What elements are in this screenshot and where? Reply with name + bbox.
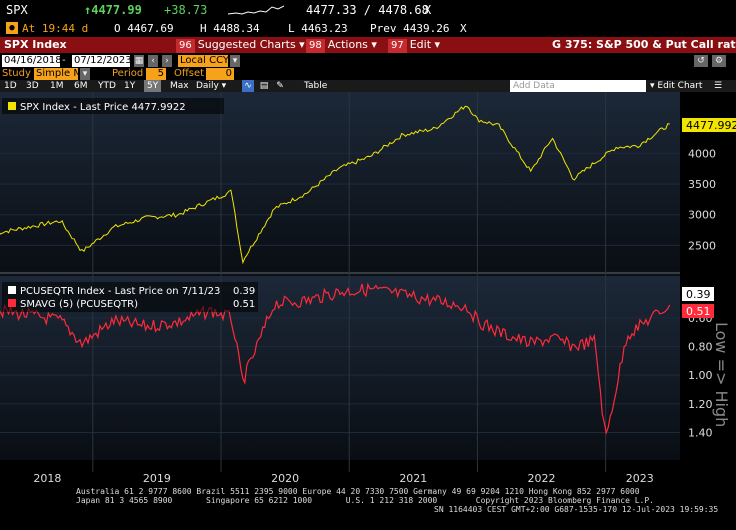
start-date-input[interactable]: 04/16/2018 [2,55,62,67]
ratio-series-line [0,282,671,436]
study-bar: Study Simple MA ▾ Period 5 Offset 0 [0,68,736,80]
legend-background-ratio [2,282,258,312]
ratio-ytick-label: 1.40 [688,427,713,440]
footer-contacts: Australia 61 2 9777 8600 Brazil 5511 239… [76,487,640,496]
upper-panel [0,92,680,270]
menu-edit[interactable]: 97 Edit ▾ [388,38,440,53]
offset-input[interactable]: 0 [206,68,234,80]
end-date-input[interactable]: 07/12/2023 [72,55,132,67]
xtick-label: 2021 [399,472,427,484]
ratio-ytick-label: 1.20 [688,398,713,411]
menu-actions[interactable]: 98 Actions ▾ [306,38,377,53]
price-change: +38.73 [164,3,208,17]
menu-bar: SPX Index 96 Suggested Charts ▾ 98 Actions… [0,37,736,53]
currency-select[interactable]: Local CCY [178,55,229,67]
ticker-symbol[interactable]: SPX [6,3,28,17]
close-detail-icon[interactable]: X [460,22,467,35]
range-ytd[interactable]: YTD [98,81,116,91]
open-label: O 4467.69 [114,22,174,35]
range-toolbar: 1D 3D 1M 6M YTD 1Y 5Y Max Daily ▾ ∿ ▤ ✎ … [0,80,736,92]
time-label: At 19:44 d [22,22,89,35]
refresh-icon[interactable]: ↺ [694,55,708,67]
table-button[interactable]: Table [304,81,328,91]
legend-pcuseqtr: PCUSEQTR Index - Last Price on 7/11/23 [20,286,220,297]
currency-dropdown-icon[interactable]: ▾ [230,55,240,67]
xtick-label: 2023 [626,472,654,484]
low-label: L 4463.23 [288,22,348,35]
frequency-select[interactable]: Daily ▾ [196,81,227,91]
smavg-last-tag [682,304,714,318]
legend-swatch-spx [8,102,16,110]
range-6m[interactable]: 6M [74,81,88,91]
pcuseqtr-last-tag-text: 0.39 [686,288,711,301]
spx-series-line [0,105,670,265]
xtick-label: 2020 [271,472,299,484]
range-1d[interactable]: 1D [4,81,17,91]
xtick-label: 2018 [33,472,61,484]
smavg-last-tag-text: 0.51 [686,305,711,318]
legend-swatch-pcuseqtr [8,286,16,294]
xtick-label: 2019 [143,472,171,484]
range-5y[interactable]: 5Y [144,80,162,92]
menu-suggested-charts[interactable]: 96 Suggested Charts ▾ [176,38,305,53]
next-range-icon[interactable]: › [162,55,172,67]
study-select[interactable]: Simple MA [34,68,89,80]
range-max[interactable]: Max [170,81,189,91]
period-input[interactable]: 5 [146,68,166,80]
range-1m[interactable]: 1M [50,81,64,91]
legend-smavg: SMAVG (5) (PCUSEQTR) [20,299,138,310]
last-price: ↑4477.99 [84,3,142,17]
date-range-bar: 04/16/2018 - 07/12/2023 ▦ ‹ › Local CCY … [0,54,736,67]
calendar-icon[interactable]: ▦ [134,55,144,67]
legend-pcuseqtr-value: 0.39 [233,286,255,297]
offset-label: Offset [174,68,205,79]
study-dropdown-icon[interactable]: ▾ [80,68,90,80]
study-label: Study [2,68,31,79]
close-ticker-icon[interactable]: X [424,3,432,17]
edit-chart-button[interactable]: ▾ Edit Chart [650,81,703,91]
sparkline-icon [228,5,284,15]
draw-tool-icon[interactable]: ✎ [276,81,284,91]
bid-ask-range: 4477.33 / 4478.68 [306,3,429,17]
chart-menu-icon[interactable]: ☰ [713,81,723,91]
high-label: H 4488.34 [200,22,260,35]
spx-ytick-label: 3500 [688,178,716,191]
legend-smavg-value: 0.51 [233,299,255,310]
ratio-ytick-label: 0.80 [688,341,713,354]
legend-swatch-smavg [8,299,16,307]
axis-note: Low => High [712,322,731,427]
spx-last-tag [682,118,736,132]
ratio-ytick-label: 1.00 [688,369,713,382]
period-label: Period [112,68,144,79]
range-3d[interactable]: 3D [26,81,39,91]
chart-title: G 375: S&P 500 & Put Call ratio [552,38,736,51]
range-1y[interactable]: 1Y [124,81,136,91]
date-separator: - [62,55,66,66]
bloomberg-icon[interactable]: ● [6,22,18,34]
spx-ytick-label: 4000 [688,147,716,160]
spx-ytick-label: 3000 [688,209,716,222]
ticker-detail-bar: ● At 19:44 d O 4467.69 H 4488.34 L 4463.… [0,20,736,36]
prev-range-icon[interactable]: ‹ [148,55,158,67]
settings-icon[interactable]: ⚙ [712,55,726,67]
add-data-input[interactable]: Add Data [510,80,646,92]
security-name: SPX Index [4,38,67,51]
line-chart-icon[interactable]: ∿ [242,80,254,92]
prev-label: Prev 4439.26 [370,22,450,35]
bar-chart-icon[interactable]: ▤ [259,81,269,91]
spx-ytick-label: 2500 [688,239,716,252]
legend-spx: SPX Index - Last Price 4477.9922 [20,102,186,113]
legend-background [2,98,224,114]
ticker-bar: SPX ↑4477.99 +38.73 4477.33 / 4478.68 X [0,0,736,20]
footer-session: SN 1164403 CEST GMT+2:00 G687-1535-170 1… [434,505,719,514]
footer-copyright: Japan 81 3 4565 8900 Singapore 65 6212 1… [76,496,654,505]
spx-last-tag-text: 4477.9922 [686,119,736,132]
pcuseqtr-last-tag [682,287,714,301]
xtick-label: 2022 [528,472,556,484]
